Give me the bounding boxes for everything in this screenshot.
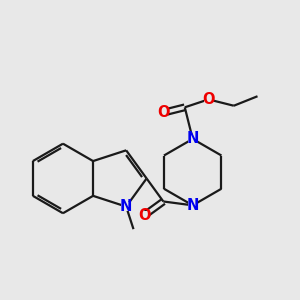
Text: N: N: [187, 198, 199, 213]
Bar: [140, 211, 149, 220]
Text: N: N: [187, 131, 199, 146]
Bar: [121, 202, 131, 211]
Text: O: O: [202, 92, 215, 107]
Text: O: O: [157, 105, 170, 120]
Bar: [188, 134, 197, 143]
Text: O: O: [138, 208, 150, 223]
Bar: [188, 201, 197, 210]
Text: N: N: [120, 199, 132, 214]
Bar: [159, 108, 168, 117]
Bar: [204, 95, 213, 104]
